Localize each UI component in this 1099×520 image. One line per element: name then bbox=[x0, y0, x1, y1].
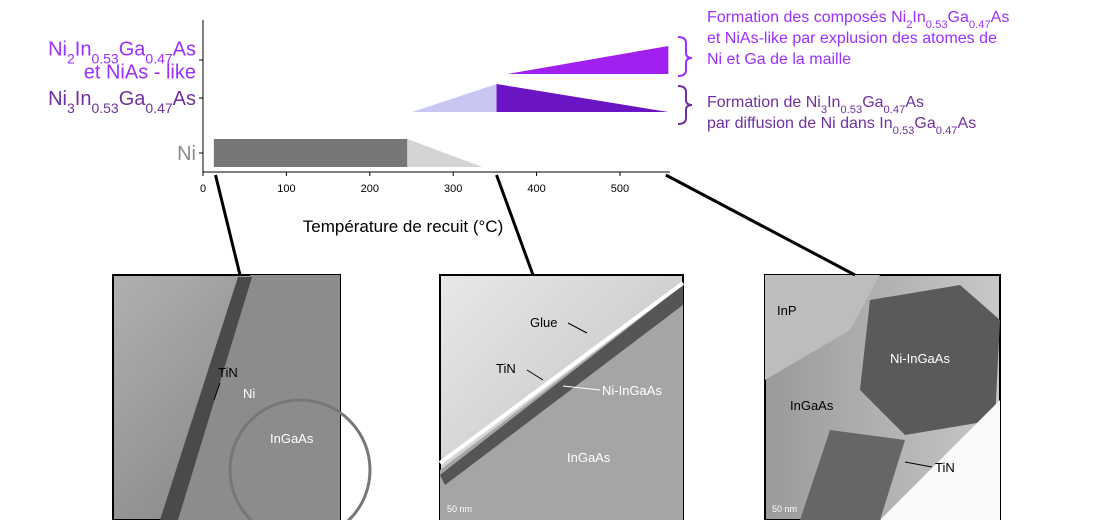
x-tick-label: 400 bbox=[527, 183, 545, 195]
connector bbox=[214, 174, 242, 276]
x-tick-label: 500 bbox=[611, 183, 629, 195]
text: Ni bbox=[48, 88, 67, 110]
rich-text: Formation de Ni3In0.53Ga0.47As bbox=[707, 94, 924, 116]
scale-label: 50 nm bbox=[772, 504, 797, 514]
rich-text: Ni2In0.53Ga0.47As bbox=[48, 39, 196, 67]
text: As bbox=[958, 115, 977, 132]
subscript: 0.53 bbox=[893, 125, 915, 137]
text: As bbox=[173, 88, 196, 110]
text: Formation de Ni bbox=[707, 94, 821, 111]
connector bbox=[495, 174, 535, 276]
subscript: 0.53 bbox=[91, 51, 118, 67]
arrow bbox=[567, 322, 588, 334]
text: As bbox=[173, 39, 196, 61]
phase-band bbox=[407, 139, 483, 167]
arrow bbox=[904, 461, 933, 468]
text: Ni bbox=[48, 39, 67, 61]
tem-label: TiN bbox=[496, 361, 516, 376]
tem-label: TiN bbox=[218, 365, 238, 380]
phase-band bbox=[496, 84, 669, 112]
rich-text: par diffusion de Ni dans In0.53Ga0.47As bbox=[707, 115, 976, 137]
text: Ga bbox=[948, 9, 969, 26]
tem-label: TiN bbox=[935, 460, 955, 475]
tem-label: Ni bbox=[243, 386, 255, 401]
x-tick-label: 0 bbox=[200, 183, 206, 195]
subscript: 0.47 bbox=[936, 125, 958, 137]
tem-label: InGaAs bbox=[270, 431, 314, 446]
text: Ni bbox=[177, 143, 196, 165]
text: Ga bbox=[914, 115, 935, 132]
x-tick-label: 300 bbox=[444, 183, 462, 195]
subscript: 0.47 bbox=[145, 100, 172, 116]
rich-text: Ni bbox=[177, 143, 196, 165]
text: As bbox=[991, 9, 1010, 26]
subscript: 0.47 bbox=[145, 51, 172, 67]
text: Ga bbox=[119, 88, 147, 110]
tem-label: Glue bbox=[530, 315, 557, 330]
rich-text: Formation des composés Ni2In0.53Ga0.47As bbox=[707, 9, 1009, 31]
bracket bbox=[677, 85, 693, 125]
x-tick-label: 200 bbox=[361, 183, 379, 195]
text: Ni et Ga de la maille bbox=[707, 51, 851, 68]
x-tick-label: 100 bbox=[277, 183, 295, 195]
subscript: 0.53 bbox=[926, 19, 948, 31]
text: In bbox=[75, 88, 92, 110]
text: In bbox=[75, 39, 92, 61]
tem-label: Ni-InGaAs bbox=[602, 383, 662, 398]
scale-label: 50 nm bbox=[447, 504, 472, 514]
tem-image: Glue TiN Ni-InGaAs InGaAs 50 nm bbox=[438, 274, 685, 520]
text: As bbox=[905, 94, 924, 111]
phase-band bbox=[213, 139, 408, 167]
tem-image: InP Ni-InGaAs InGaAs TiN 50 nm bbox=[764, 274, 1001, 520]
subscript: 2 bbox=[906, 19, 912, 31]
bracket bbox=[677, 36, 693, 77]
arrow bbox=[213, 382, 221, 401]
arrow bbox=[526, 369, 544, 381]
arrow bbox=[562, 385, 601, 391]
tem-label: InGaAs bbox=[790, 398, 834, 413]
text: Ga bbox=[862, 94, 883, 111]
subscript: 3 bbox=[67, 100, 75, 116]
tem-label: InGaAs bbox=[567, 450, 611, 465]
tem-image: TiN Ni InGaAs bbox=[112, 274, 372, 520]
rich-text: et NiAs-like par explusion des atomes de bbox=[707, 30, 997, 47]
phase-band bbox=[412, 84, 497, 112]
connector bbox=[665, 173, 856, 277]
subscript: 0.53 bbox=[91, 100, 118, 116]
tem-label: Ni-InGaAs bbox=[890, 351, 950, 366]
subscript: 3 bbox=[821, 104, 827, 116]
text: par diffusion de Ni dans In bbox=[707, 115, 893, 132]
rich-text: et NiAs - like bbox=[84, 62, 196, 84]
x-axis-title: Température de recuit (°C) bbox=[303, 217, 503, 236]
rich-text: Ni et Ga de la maille bbox=[707, 51, 851, 68]
subscript: 0.47 bbox=[969, 19, 991, 31]
subscript: 0.53 bbox=[840, 104, 862, 116]
subscript: 2 bbox=[67, 51, 75, 67]
text: Ga bbox=[119, 39, 147, 61]
phase-band bbox=[507, 46, 669, 74]
rich-text: Ni3In0.53Ga0.47As bbox=[48, 88, 196, 116]
text: In bbox=[827, 94, 840, 111]
tem-label: InP bbox=[777, 303, 797, 318]
text: In bbox=[912, 9, 925, 26]
text: et NiAs-like par explusion des atomes de bbox=[707, 30, 997, 47]
subscript: 0.47 bbox=[884, 104, 906, 116]
text: Formation des composés Ni bbox=[707, 9, 906, 26]
text: et NiAs - like bbox=[84, 62, 196, 84]
